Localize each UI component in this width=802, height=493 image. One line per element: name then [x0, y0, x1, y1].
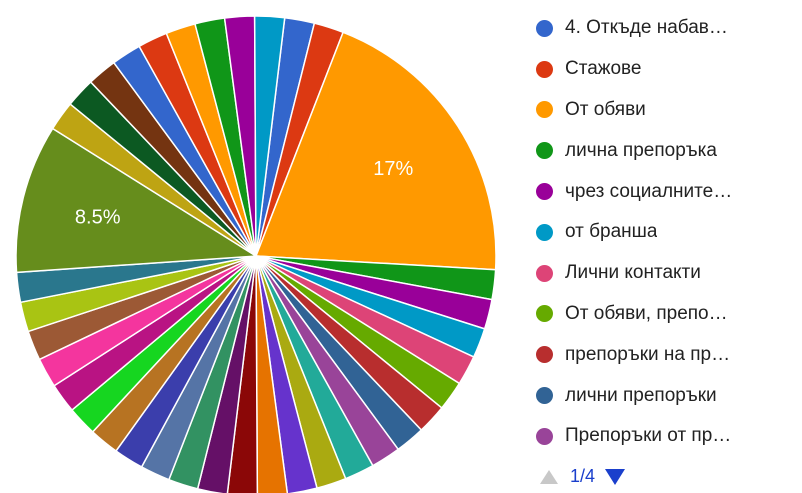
- legend-label: лични препоръки: [565, 384, 717, 406]
- legend-swatch: [536, 101, 553, 119]
- slice-label: 8.5%: [75, 206, 121, 228]
- pie-slice[interactable]: [15, 127, 259, 274]
- legend-label: 4. Откъде набав…: [565, 17, 728, 39]
- legend-item[interactable]: чрез социалните…: [536, 171, 798, 212]
- legend-item[interactable]: от бранша: [536, 212, 798, 253]
- legend-item[interactable]: препоръки на пр…: [536, 334, 798, 375]
- legend-swatch: [536, 142, 553, 160]
- legend-item[interactable]: Лични контакти: [536, 253, 798, 294]
- legend-item[interactable]: лична препоръка: [536, 130, 798, 171]
- legend-item[interactable]: От обяви, препо…: [536, 294, 798, 335]
- legend-item[interactable]: От обяви: [536, 90, 798, 131]
- pie-slice[interactable]: [253, 15, 286, 257]
- legend-swatch: [536, 305, 553, 323]
- legend: 4. Откъде набав… Стажове От обяви лична пре…: [536, 8, 798, 457]
- pie-chart: 17% 8.5%: [15, 15, 497, 493]
- legend-swatch: [536, 183, 553, 201]
- page-up-icon: [540, 469, 558, 484]
- legend-label: чрез социалните…: [565, 180, 733, 202]
- pie-slice[interactable]: [255, 255, 289, 493]
- legend-swatch: [536, 60, 553, 78]
- page-indicator: 1/4: [570, 466, 596, 486]
- legend-item[interactable]: Препоръки от пр…: [536, 416, 798, 457]
- legend-swatch: [536, 346, 553, 364]
- page-down-icon[interactable]: [605, 468, 626, 485]
- legend-label: Препоръки от пр…: [565, 425, 732, 447]
- legend-label: лична препоръка: [565, 139, 717, 161]
- legend-label: препоръки на пр…: [565, 343, 731, 365]
- legend-label: от бранша: [565, 221, 658, 243]
- pie-slice[interactable]: [254, 31, 497, 271]
- legend-swatch: [536, 223, 553, 241]
- legend-swatch: [536, 387, 553, 405]
- legend-label: Стажове: [565, 58, 642, 80]
- legend-item[interactable]: лични препоръки: [536, 375, 798, 416]
- legend-label: От обяви: [565, 98, 646, 120]
- legend-label: От обяви, препо…: [565, 302, 728, 324]
- legend-swatch: [536, 427, 553, 445]
- pie-slice[interactable]: [255, 255, 318, 493]
- legend-item[interactable]: 4. Откъде набав…: [536, 8, 798, 49]
- legend-label: Лични контакти: [565, 262, 701, 284]
- legend-swatch: [536, 19, 553, 37]
- slice-label: 17%: [373, 158, 413, 180]
- legend-pager: 1/4: [540, 466, 626, 487]
- legend-item[interactable]: Стажове: [536, 49, 798, 90]
- legend-swatch: [536, 264, 553, 282]
